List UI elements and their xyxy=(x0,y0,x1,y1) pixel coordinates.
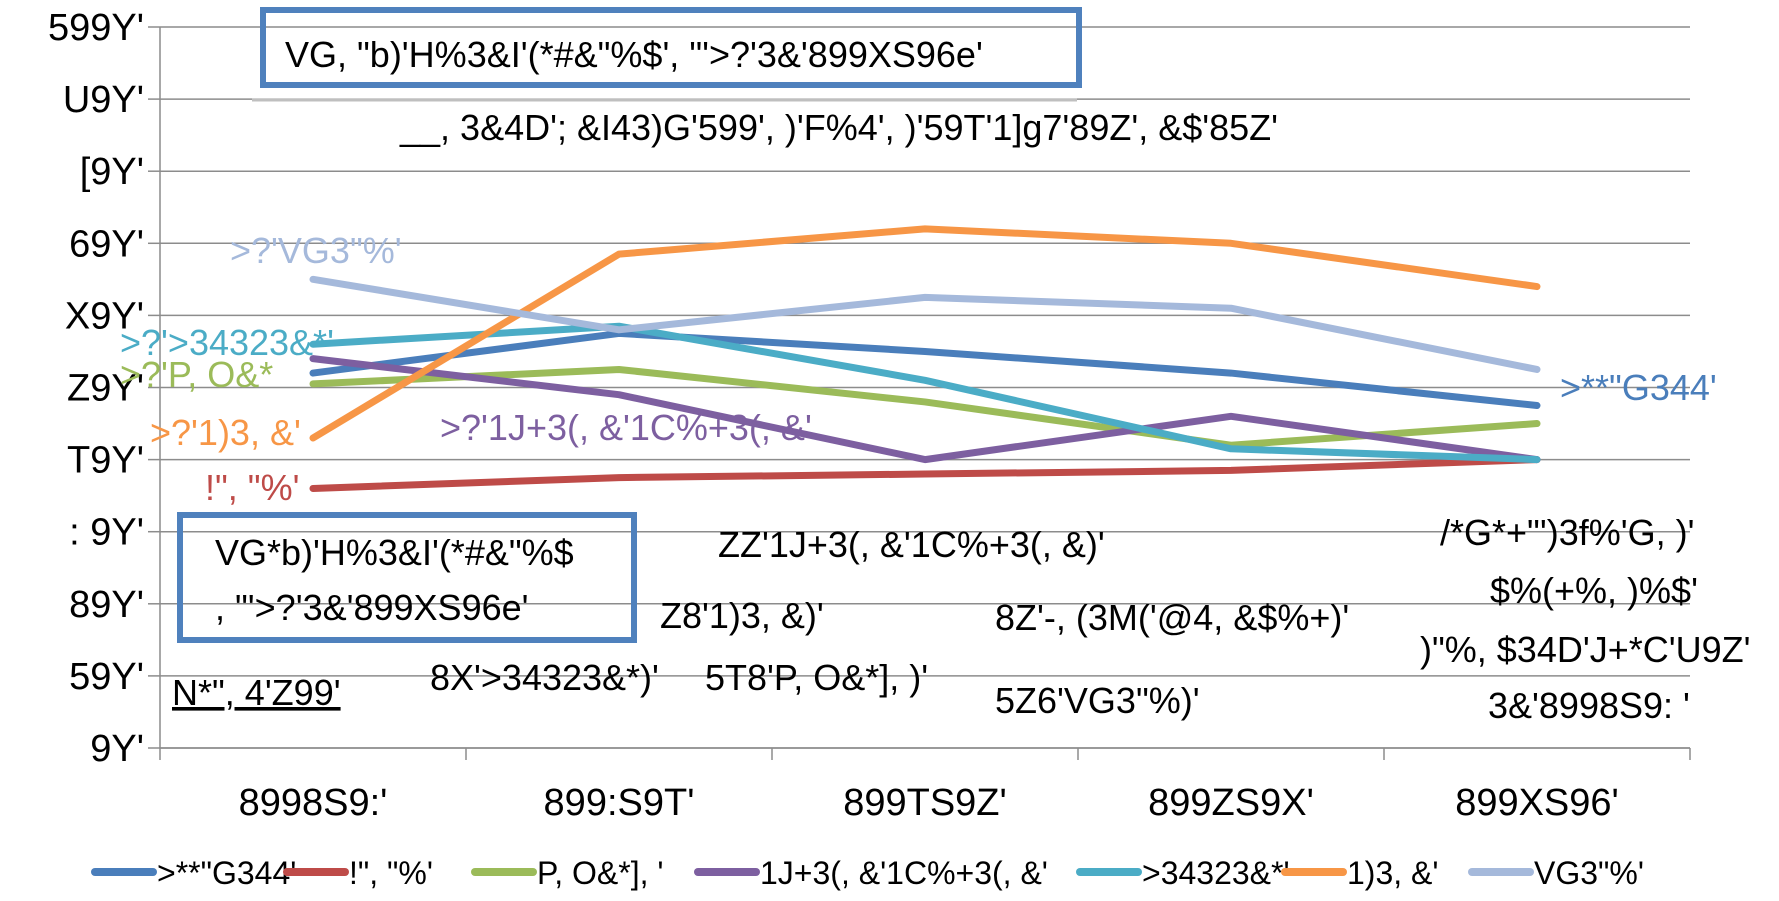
series-line xyxy=(309,329,1541,410)
y-tick-label: U9Y' xyxy=(63,79,144,121)
series-labels: >**"G344' !", "%' >?'P, O&* >?'1J+3(, &'1C%… xyxy=(120,230,1717,508)
series-label: !", "%' xyxy=(205,467,299,508)
right-note-4: 3&'8998S9: ' xyxy=(1488,685,1690,726)
x-tick-label: 8998S9:' xyxy=(239,782,388,824)
x-tick-label: 899:S9T' xyxy=(544,782,695,824)
top-box-text: VG, "b)'H%3&I'(*#&"%$', "'>?'3&'899XS96e… xyxy=(285,34,983,75)
series-label: >?'VG3"%' xyxy=(230,230,402,271)
note-zz: ZZ'1J+3(, &'1C%+3(, &)' xyxy=(718,524,1105,565)
series-line xyxy=(309,275,1541,373)
legend-entry: 1)3, &' xyxy=(1347,855,1438,891)
y-tick-label: X9Y' xyxy=(65,295,144,337)
legend-entry: P, O&*], ' xyxy=(537,855,663,891)
y-tick-label: : 9Y' xyxy=(69,512,144,554)
y-tick-label: [9Y' xyxy=(80,151,144,193)
series-label: >?'P, O&* xyxy=(120,354,273,395)
series-label: >**"G344' xyxy=(1560,367,1717,408)
series-line xyxy=(309,322,1541,464)
axes xyxy=(159,27,1691,760)
y-tick-label: Z9Y' xyxy=(67,368,144,410)
y-tick-label: 69Y' xyxy=(69,223,144,265)
bottom-annotation-box xyxy=(177,512,637,643)
series-line xyxy=(309,365,1541,449)
series-label: >?'1)3, &' xyxy=(150,412,301,453)
bottom-box-text-1: VG*b)'H%3&I'(*#&"%$ xyxy=(215,532,574,573)
legend-entry: !", "%' xyxy=(349,855,433,891)
note-z6: 5Z6'VG3"%)' xyxy=(995,680,1200,721)
legend-entry: >34323&*' xyxy=(1142,855,1290,891)
series-lines xyxy=(309,225,1541,492)
y-tick-label: 599Y' xyxy=(48,7,144,49)
legend: >**"G344' !", "%' P, O&*], ' 1J+3(, &'1C%+3… xyxy=(91,855,1644,891)
series-line xyxy=(309,456,1541,492)
legend-entry: >**"G344' xyxy=(157,855,296,891)
series-label: >?'1J+3(, &'1C%+3(, &' xyxy=(440,407,812,448)
x-tick-label: 899ZS9X' xyxy=(1148,782,1314,824)
x-tick-label: 899XS96' xyxy=(1455,782,1619,824)
right-note-2: $%(+%, )%$' xyxy=(1490,570,1698,611)
y-tick-label: 89Y' xyxy=(69,584,144,626)
legend-entry: 1J+3(, &'1C%+3(, &' xyxy=(760,855,1048,891)
right-note-3: )"%, $34D'J+*C'U9Z' xyxy=(1420,629,1751,670)
note-t8: 5T8'P, O&*], )' xyxy=(705,657,928,698)
legend-entry: VG3"%' xyxy=(1534,855,1644,891)
series-label: >?'>34323&*' xyxy=(120,322,334,363)
bottom-box-text-2: , "'>?'3&'899XS96e' xyxy=(215,587,529,628)
x-tick-label: 899TS9Z' xyxy=(843,782,1007,824)
y-tick-labels: 599Y' U9Y' [9Y' 69Y' X9Y' Z9Y' T9Y' : 9Y' 89Y' 59… xyxy=(48,7,144,770)
x-tick-labels: 8998S9:' 899:S9T' 899TS9Z' 899ZS9X' 899XS96' xyxy=(239,782,1619,824)
y-tick-label: T9Y' xyxy=(67,440,144,482)
base-note: N*", 4'Z99' xyxy=(172,672,341,713)
right-note-1: /*G*+"')3f%'G, )' xyxy=(1440,512,1694,553)
note-z8b: 8Z'-, (3M('@4, &$%+)' xyxy=(995,597,1349,638)
y-tick-label: 9Y' xyxy=(90,728,144,770)
note-z8: Z8'1)3, &)' xyxy=(660,595,824,636)
top-annotation-box xyxy=(260,7,1082,88)
top-note: __, 3&4D'; &I43)G'599', )'F%4', )'59T'1]… xyxy=(399,107,1278,148)
y-tick-label: 59Y' xyxy=(69,656,144,698)
note-x8: 8X'>34323&*)' xyxy=(430,657,659,698)
series-line xyxy=(309,355,1541,464)
